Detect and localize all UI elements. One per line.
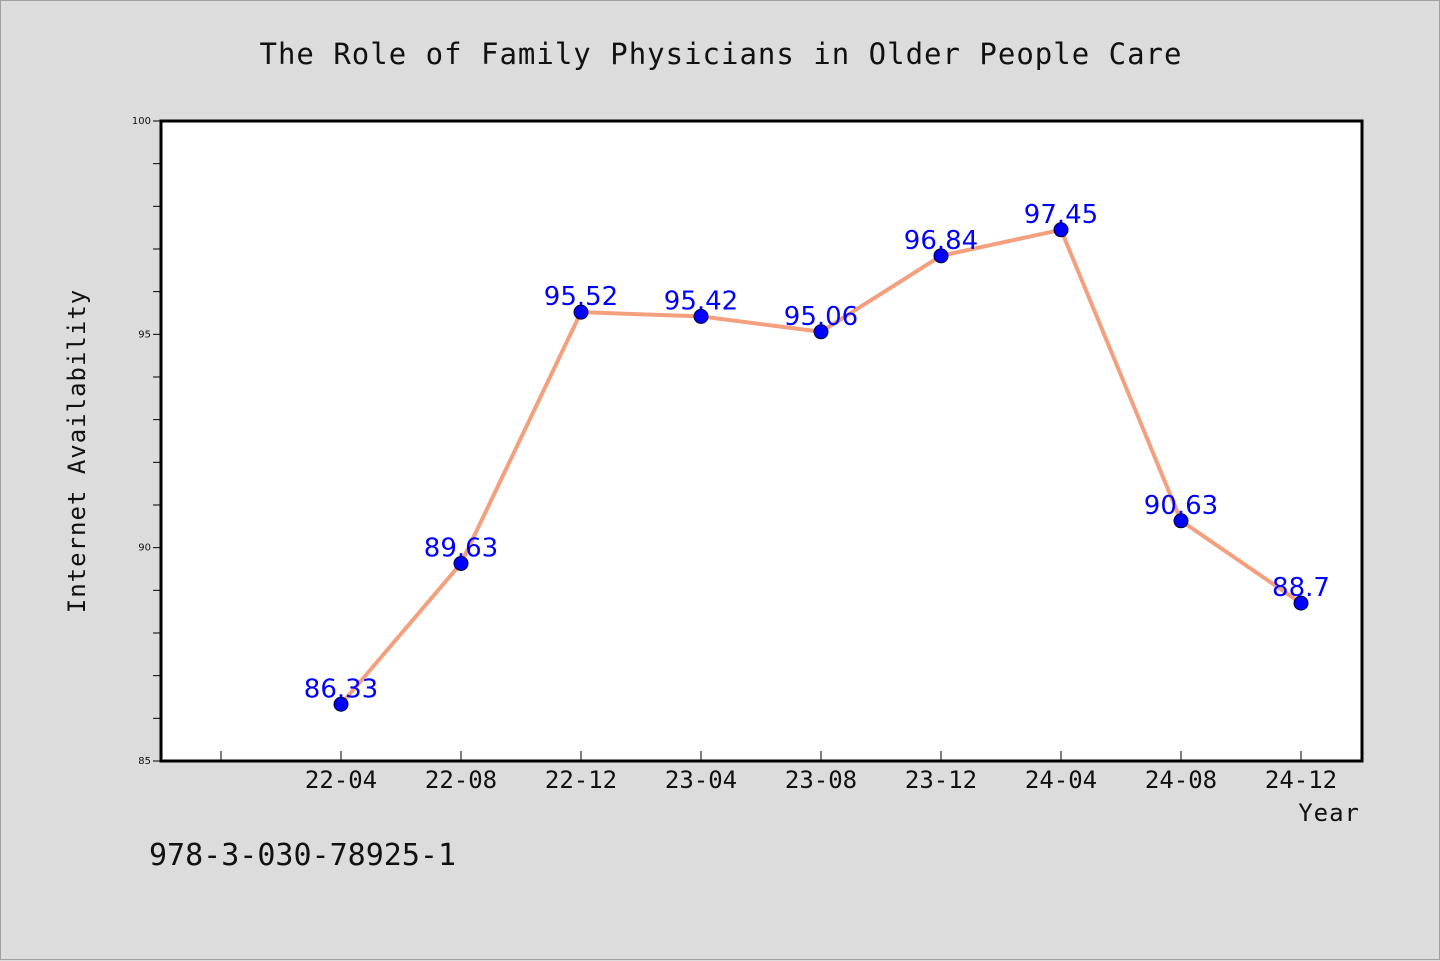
chart-title: The Role of Family Physicians in Older P… [260,37,1183,71]
data-point-label: 90.63 [1144,491,1218,521]
data-point-marker [1053,222,1069,238]
data-point-label: 95.52 [544,282,618,312]
footer-identifier: 978-3-030-78925-1 [149,838,456,873]
x-tick-label: 24-04 [1025,766,1097,794]
series-markers [333,222,1309,712]
y-tick-label: 95 [138,329,151,340]
y-tick-label: 85 [138,756,151,767]
data-point-marker [693,308,709,324]
data-point-label: 95.06 [784,302,858,332]
data-point-marker [573,304,589,320]
x-tick-label: 24-08 [1145,766,1217,794]
x-axis-label: Year [1298,799,1360,827]
y-tick-label: 90 [138,543,151,554]
data-point-label: 86.33 [304,674,378,704]
y-tick-label: 100 [132,116,151,127]
x-tick-label: 22-12 [545,766,617,794]
plot-area [159,119,1364,763]
data-labels: 86.33 89.63 95.52 95.42 95.06 96.84 97.45 90.63… [304,200,1330,704]
data-point-label: 88.7 [1272,573,1330,603]
x-tick-label: 22-04 [305,766,377,794]
x-axis-ticks: 22-04 22-08 22-12 23-04 23-08 23-12 24-04 24-08… [220,751,1337,794]
data-point-marker [1173,513,1189,529]
x-tick-label: 23-12 [905,766,977,794]
data-point-marker [813,324,829,340]
y-axis-label: Internet Availability [63,289,91,613]
data-point-label: 96.84 [904,226,978,256]
x-tick-label: 23-04 [665,766,737,794]
data-point-label: 95.42 [664,286,738,316]
data-point-label: 97.45 [1024,200,1098,230]
x-tick-label: 23-08 [785,766,857,794]
data-point-marker [333,696,349,712]
data-point-marker [453,555,469,571]
data-point-label: 89.63 [424,533,498,563]
data-point-marker [933,248,949,264]
x-tick-label: 24-12 [1265,766,1337,794]
y-axis-ticks: 85 90 95 100 [132,116,161,767]
x-tick-label: 22-08 [425,766,497,794]
data-point-marker [1293,595,1309,611]
